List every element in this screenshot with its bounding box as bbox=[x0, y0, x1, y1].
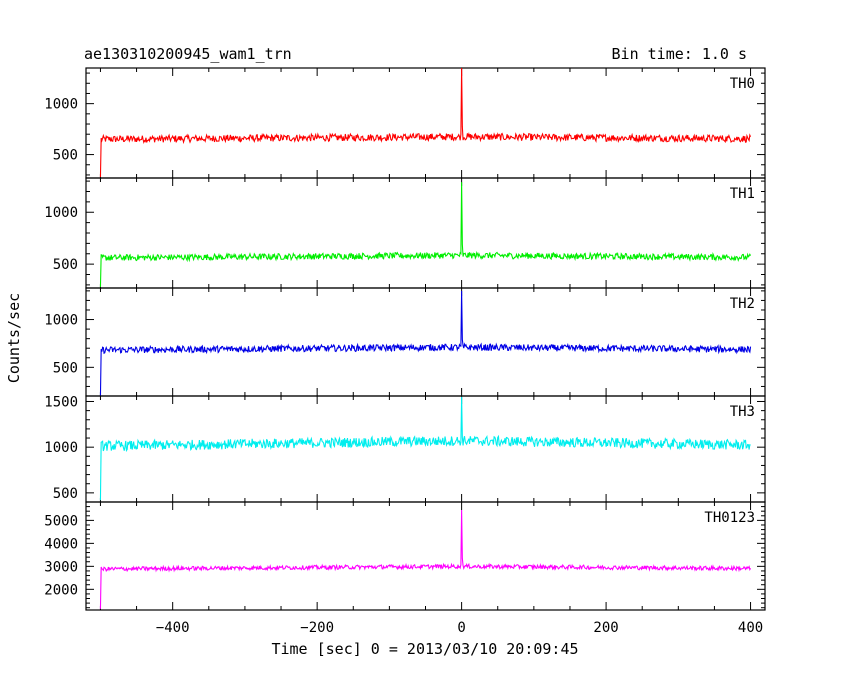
x-tick-label: −400 bbox=[156, 620, 190, 636]
y-tick-label: 3000 bbox=[44, 559, 78, 575]
panel-frame bbox=[85, 177, 766, 289]
panel-th0123: 2000 3000 4000 5000 TH0123 bbox=[44, 501, 766, 611]
y-tick-label: 1500 bbox=[44, 394, 78, 410]
series-label: TH1 bbox=[730, 186, 755, 202]
y-tick-label: 5000 bbox=[44, 513, 78, 529]
y-tick-label: 1000 bbox=[44, 205, 78, 221]
panel-frame bbox=[85, 67, 766, 179]
chart-title: ae130310200945_wam1_trn bbox=[84, 45, 292, 63]
y-tick-label: 4000 bbox=[44, 536, 78, 552]
panel-frame bbox=[85, 287, 766, 397]
y-axis-label: Counts/sec bbox=[5, 293, 23, 383]
panel-th2: 500 1000 TH2 bbox=[44, 287, 766, 397]
series-label: TH0123 bbox=[704, 510, 755, 526]
y-tick-label: 1000 bbox=[44, 313, 78, 329]
x-tick-label: 0 bbox=[457, 620, 465, 636]
bin-time-label: Bin time: 1.0 s bbox=[612, 45, 747, 63]
series-line-th0 bbox=[99, 67, 752, 177]
panel-frame bbox=[85, 395, 766, 503]
y-tick-label: 500 bbox=[53, 360, 78, 376]
panels: 500 1000 TH0 500 1000 TH1 500 1000 TH2 500 1000 150… bbox=[44, 67, 766, 611]
panel-th1: 500 1000 TH1 bbox=[44, 177, 766, 289]
series-line-th0123 bbox=[99, 510, 752, 609]
series-line-th1 bbox=[99, 182, 752, 287]
x-axis-label: Time [sec] 0 = 2013/03/10 20:09:45 bbox=[271, 640, 578, 658]
panel-th3: 500 1000 1500 TH3 bbox=[44, 394, 766, 503]
y-tick-label: 500 bbox=[53, 148, 78, 164]
y-tick-label: 500 bbox=[53, 486, 78, 502]
y-tick-label: 1000 bbox=[44, 97, 78, 113]
y-tick-label: 500 bbox=[53, 257, 78, 273]
panel-th0: 500 1000 TH0 bbox=[44, 67, 766, 179]
x-tick-label: 200 bbox=[593, 620, 618, 636]
series-label: TH2 bbox=[730, 296, 755, 312]
x-axis: −400 −200 0 200 400 bbox=[156, 620, 763, 636]
series-label: TH3 bbox=[730, 404, 755, 420]
x-tick-label: −200 bbox=[300, 620, 334, 636]
panel-frame bbox=[85, 501, 766, 611]
series-label: TH0 bbox=[730, 76, 755, 92]
y-tick-label: 2000 bbox=[44, 582, 78, 598]
x-tick-label: 400 bbox=[738, 620, 763, 636]
series-line-th2 bbox=[99, 290, 752, 397]
series-line-th3 bbox=[99, 396, 751, 501]
y-tick-label: 1000 bbox=[44, 440, 78, 456]
